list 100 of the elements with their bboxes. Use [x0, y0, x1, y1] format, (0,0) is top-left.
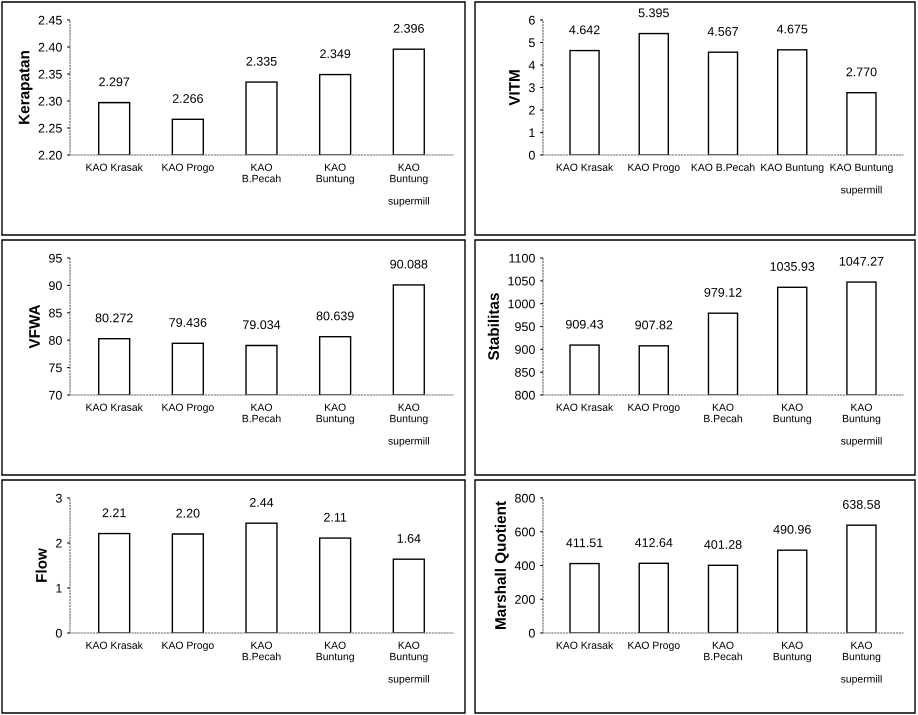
y-tick-label: 1100	[509, 254, 535, 263]
y-tick-label: 3	[56, 494, 62, 503]
x-tick-label: KAO Progo	[628, 164, 680, 174]
data-label: 401.28	[704, 540, 742, 549]
x-tick-label: KAO Buntung	[761, 164, 824, 174]
y-tick-label: 90	[49, 281, 62, 290]
bar	[776, 549, 808, 633]
bar	[569, 50, 600, 155]
y-tick-label: 1000	[508, 299, 535, 308]
data-label: 2.770	[846, 67, 877, 76]
y-tick-label: 2.40	[38, 42, 62, 52]
y-tick-label: 400	[514, 561, 535, 570]
data-label: 80.272	[96, 314, 133, 322]
category-label: KAO Buntung supermill	[840, 404, 882, 447]
data-label: 1.64	[398, 534, 421, 543]
x-tick-label: KAO Buntung	[316, 642, 354, 662]
data-label: 909.43	[566, 320, 604, 329]
y-tick-label: 0	[528, 150, 535, 160]
data-label: 412.64	[634, 538, 673, 548]
y-tick-label: 800	[515, 494, 535, 503]
x-tick-label: KAO Buntung	[774, 642, 811, 662]
data-label: 80.639	[316, 311, 354, 320]
x-tick-label: KAO Buntung	[316, 404, 354, 424]
x-tick-label: KAO B.Pecah	[692, 163, 754, 171]
data-label: 2.20	[176, 508, 200, 518]
bar	[392, 558, 425, 633]
y-tick-label: 200	[515, 595, 535, 604]
data-label: 2.266	[172, 94, 203, 103]
data-label: 2.349	[320, 49, 350, 58]
bar	[245, 522, 278, 633]
y-tick-label: 2	[529, 106, 535, 115]
x-tick-label: KAO Progo	[162, 404, 214, 414]
data-label: 979.12	[704, 288, 742, 297]
y-tick-label: 1050	[508, 276, 535, 286]
data-label: 2.335	[246, 56, 277, 66]
category-label: KAO Buntung supermill	[388, 642, 429, 685]
data-label: 2.44	[250, 498, 274, 507]
x-tick-label: KAO Krasak	[86, 403, 143, 411]
data-label: 90.088	[390, 260, 428, 269]
bar	[318, 537, 352, 633]
x-tick-label: KAO Krasak	[556, 403, 614, 411]
data-label: 4.675	[776, 24, 808, 34]
y-axis-title: Flow	[36, 548, 47, 582]
bar	[172, 533, 204, 633]
y-tick-label: 4	[528, 60, 535, 70]
data-label: 5.395	[638, 8, 669, 18]
bar	[98, 532, 130, 633]
x-tick-label: KAO Krasak	[556, 641, 614, 649]
y-tick-label: 2.20	[38, 150, 62, 160]
y-tick-label: 800	[515, 390, 535, 400]
y-axis-title: VITM	[509, 70, 520, 106]
data-label: 2.11	[324, 512, 346, 522]
bar	[569, 562, 600, 633]
x-tick-label: KAO Progo	[162, 164, 214, 174]
x-tick-label: KAO B.Pecah	[704, 642, 742, 660]
x-tick-label: KAO B.Pecah	[242, 642, 281, 660]
y-tick-label: 2	[56, 538, 62, 548]
bar	[708, 52, 738, 155]
y-axis-title: Marshall Quotient	[494, 501, 509, 629]
x-tick-label: KAO B.Pecah	[242, 164, 281, 182]
y-tick-label: 2.35	[38, 70, 62, 79]
y-tick-label: 900	[515, 345, 535, 354]
data-label: 1035.93	[770, 262, 814, 271]
x-tick-label: KAO Progo	[628, 404, 680, 414]
data-label: 638.58	[842, 500, 880, 509]
data-label: 490.96	[773, 524, 811, 534]
bar	[708, 564, 738, 633]
bar	[638, 562, 670, 633]
y-tick-label: 80	[49, 336, 62, 345]
y-tick-label: 0	[528, 628, 535, 638]
y-tick-label: 3	[528, 83, 535, 92]
data-label: 79.436	[169, 318, 206, 327]
y-tick-label: 2.25	[38, 124, 62, 133]
x-tick-label: KAO B.Pecah	[242, 404, 281, 422]
data-label: 1047.27	[840, 256, 884, 266]
y-tick-label: 85	[49, 308, 62, 318]
x-tick-label: KAO Buntung	[316, 164, 354, 184]
y-tick-label: 1	[56, 584, 62, 593]
data-label: 4.567	[708, 27, 738, 36]
y-axis-title: Stabilitas	[488, 293, 499, 360]
data-label: 2.297	[99, 77, 130, 86]
y-axis-title: Kerapatan	[18, 51, 32, 124]
x-tick-label: KAO Krasak	[556, 163, 614, 171]
y-tick-label: 1	[529, 128, 535, 138]
x-tick-label: KAO Buntung	[774, 404, 811, 424]
y-tick-label: 70	[49, 390, 62, 400]
y-tick-label: 0	[56, 628, 62, 638]
data-label: 907.82	[635, 320, 672, 330]
x-tick-label: KAO Krasak	[86, 163, 143, 171]
y-tick-label: 75	[49, 364, 62, 372]
y-tick-label: 2.30	[38, 96, 62, 106]
y-tick-label: 5	[528, 38, 535, 48]
x-tick-label: KAO B.Pecah	[704, 404, 742, 422]
y-axis-title: VFWA	[29, 304, 40, 348]
x-tick-label: KAO Progo	[628, 642, 680, 652]
category-label: KAO Buntung supermill	[840, 642, 882, 685]
x-tick-label: KAO Progo	[162, 642, 214, 652]
bar	[776, 49, 808, 155]
category-label: KAO Buntung supermill	[388, 164, 429, 207]
category-label: KAO Buntung supermill	[388, 404, 429, 447]
